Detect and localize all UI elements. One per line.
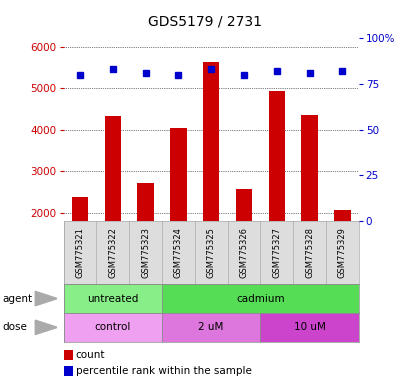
Text: GSM775325: GSM775325 (206, 227, 215, 278)
Bar (63, 313, 162, 342)
Bar (260, 313, 358, 342)
Bar (170, 127, 186, 221)
Text: GSM775327: GSM775327 (272, 227, 281, 278)
Text: untreated: untreated (87, 293, 138, 304)
Bar (268, 91, 284, 221)
Text: GDS5179 / 2731: GDS5179 / 2731 (148, 14, 261, 28)
Text: GSM775328: GSM775328 (304, 227, 313, 278)
Bar (137, 184, 153, 221)
Bar (162, 313, 260, 342)
Text: percentile rank within the sample: percentile rank within the sample (76, 366, 251, 376)
Text: count: count (76, 350, 105, 360)
Bar (235, 189, 252, 221)
Text: GSM775321: GSM775321 (75, 227, 84, 278)
Bar (104, 116, 121, 221)
Text: 10 uM: 10 uM (293, 322, 325, 333)
Bar (202, 63, 219, 221)
Polygon shape (35, 320, 57, 334)
Text: GSM775323: GSM775323 (141, 227, 150, 278)
Text: dose: dose (2, 322, 27, 333)
Text: agent: agent (2, 293, 32, 304)
Text: cadmium: cadmium (236, 293, 284, 304)
Bar (333, 210, 350, 221)
Text: 2 uM: 2 uM (198, 322, 223, 333)
Bar (301, 115, 317, 221)
Text: GSM775322: GSM775322 (108, 227, 117, 278)
Bar (63, 284, 162, 313)
Text: GSM775326: GSM775326 (239, 227, 248, 278)
Polygon shape (35, 291, 57, 306)
Text: GSM775324: GSM775324 (173, 227, 182, 278)
Bar (162, 284, 358, 313)
Text: control: control (94, 322, 130, 333)
Bar (72, 197, 88, 221)
Text: GSM775329: GSM775329 (337, 227, 346, 278)
